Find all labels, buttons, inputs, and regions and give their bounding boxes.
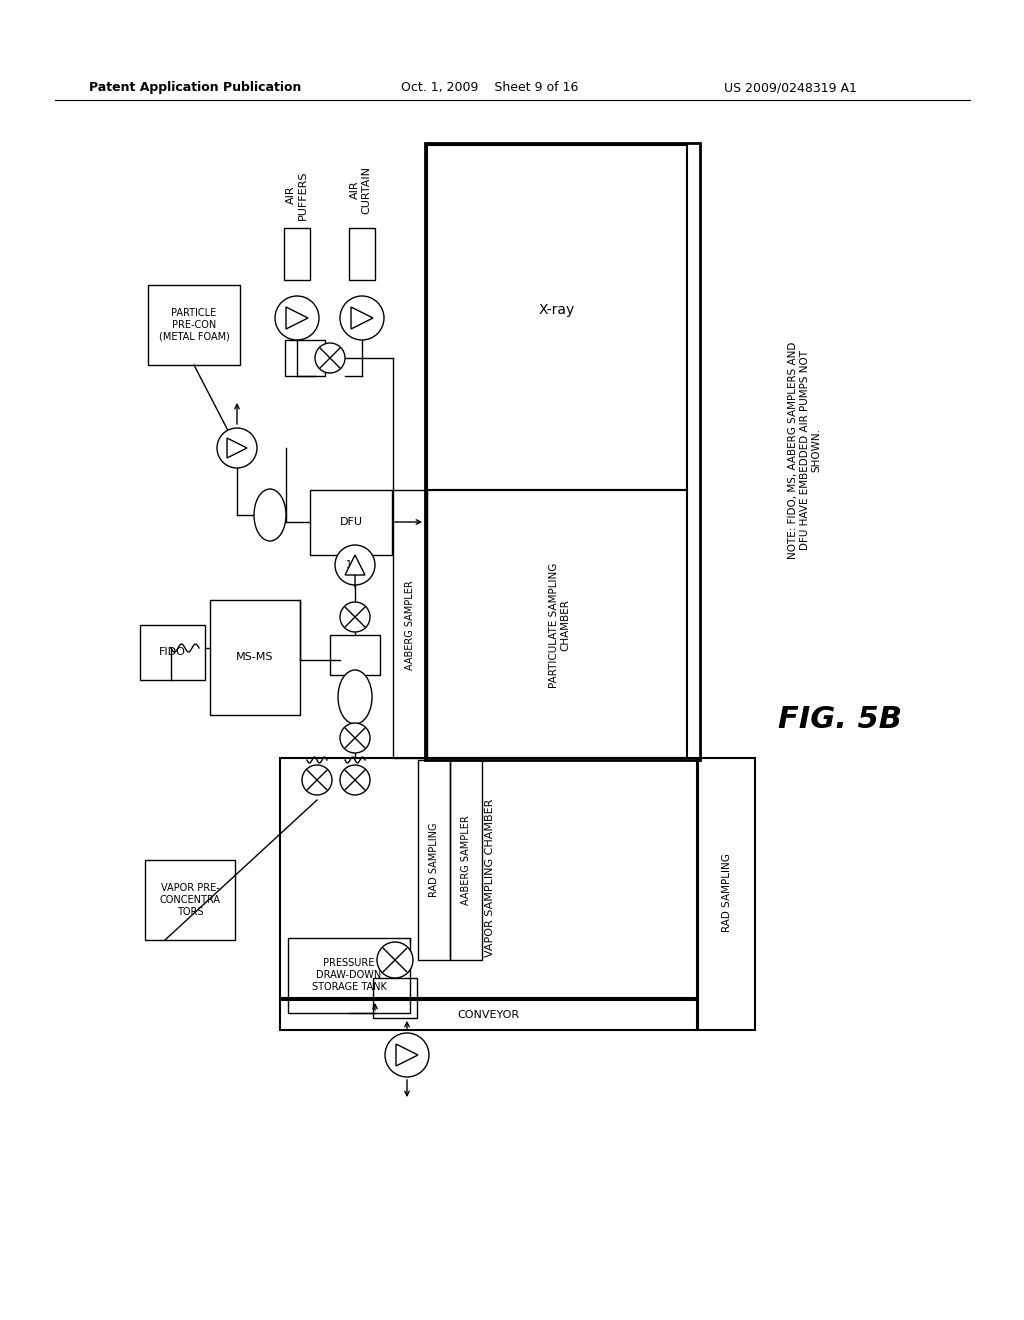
Bar xyxy=(145,861,234,940)
Text: 4: 4 xyxy=(288,313,294,323)
Text: PARTICLE
PRE-CON
(METAL FOAM): PARTICLE PRE-CON (METAL FOAM) xyxy=(159,309,229,342)
Text: 3: 3 xyxy=(228,444,234,453)
Polygon shape xyxy=(396,1044,418,1067)
Circle shape xyxy=(385,1034,429,1077)
Text: 1: 1 xyxy=(346,560,352,570)
Bar xyxy=(310,490,392,554)
Text: PARTICULATE SAMPLING
CHAMBER: PARTICULATE SAMPLING CHAMBER xyxy=(549,562,570,688)
Bar xyxy=(280,1001,697,1030)
Bar xyxy=(285,341,325,376)
Circle shape xyxy=(340,602,370,632)
Text: Oct. 1, 2009    Sheet 9 of 16: Oct. 1, 2009 Sheet 9 of 16 xyxy=(401,82,579,95)
Text: MS-MS: MS-MS xyxy=(237,652,273,663)
Text: DFU: DFU xyxy=(340,517,362,527)
Text: 6: 6 xyxy=(398,1049,404,1060)
Text: X-ray: X-ray xyxy=(539,304,575,317)
Text: VAPOR SAMPLING CHAMBER: VAPOR SAMPLING CHAMBER xyxy=(485,799,495,957)
Circle shape xyxy=(340,296,384,341)
Text: AIR
PUFFERS: AIR PUFFERS xyxy=(286,170,308,219)
Circle shape xyxy=(275,296,319,341)
Polygon shape xyxy=(345,554,365,576)
Polygon shape xyxy=(351,308,373,329)
Bar xyxy=(393,490,427,758)
Bar xyxy=(210,601,300,715)
Text: VAPOR PRE-
CONCENTRA
TORS: VAPOR PRE- CONCENTRA TORS xyxy=(160,883,220,916)
Bar xyxy=(450,760,482,960)
Circle shape xyxy=(340,766,370,795)
Text: CONVEYOR: CONVEYOR xyxy=(457,1010,519,1020)
Text: 5: 5 xyxy=(353,313,359,323)
Bar xyxy=(330,635,380,675)
Circle shape xyxy=(315,343,345,374)
Bar xyxy=(373,978,417,1018)
Text: RAD SAMPLING: RAD SAMPLING xyxy=(429,822,439,898)
Circle shape xyxy=(302,766,332,795)
Bar xyxy=(349,228,375,280)
Text: Patent Application Publication: Patent Application Publication xyxy=(89,82,301,95)
Bar xyxy=(140,624,205,680)
Circle shape xyxy=(217,428,257,469)
Text: PRESSURE
DRAW-DOWN
STORAGE TANK: PRESSURE DRAW-DOWN STORAGE TANK xyxy=(311,958,386,991)
Bar xyxy=(698,758,755,1030)
Text: RAD SAMPLING: RAD SAMPLING xyxy=(722,854,732,932)
Bar xyxy=(148,285,240,366)
Text: FIDO: FIDO xyxy=(159,647,185,657)
Text: FIG. 5B: FIG. 5B xyxy=(778,705,902,734)
Text: NOTE: FIDO, MS, AABERG SAMPLERS AND
DFU HAVE EMBEDDED AIR PUMPS NOT
SHOWN.: NOTE: FIDO, MS, AABERG SAMPLERS AND DFU … xyxy=(788,342,821,558)
Circle shape xyxy=(335,545,375,585)
Ellipse shape xyxy=(254,488,286,541)
Bar xyxy=(427,490,687,758)
Circle shape xyxy=(377,942,413,978)
Bar xyxy=(425,143,700,760)
Bar xyxy=(280,758,697,998)
Bar xyxy=(418,760,450,960)
Bar xyxy=(284,228,310,280)
Bar xyxy=(427,145,687,490)
Text: AABERG SAMPLER: AABERG SAMPLER xyxy=(406,579,415,669)
Bar xyxy=(288,939,410,1012)
Polygon shape xyxy=(286,308,308,329)
Text: AIR
CURTAIN: AIR CURTAIN xyxy=(350,166,372,214)
Polygon shape xyxy=(227,438,247,458)
Ellipse shape xyxy=(338,671,372,723)
Circle shape xyxy=(340,723,370,752)
Text: US 2009/0248319 A1: US 2009/0248319 A1 xyxy=(724,82,856,95)
Text: AABERG SAMPLER: AABERG SAMPLER xyxy=(461,816,471,906)
